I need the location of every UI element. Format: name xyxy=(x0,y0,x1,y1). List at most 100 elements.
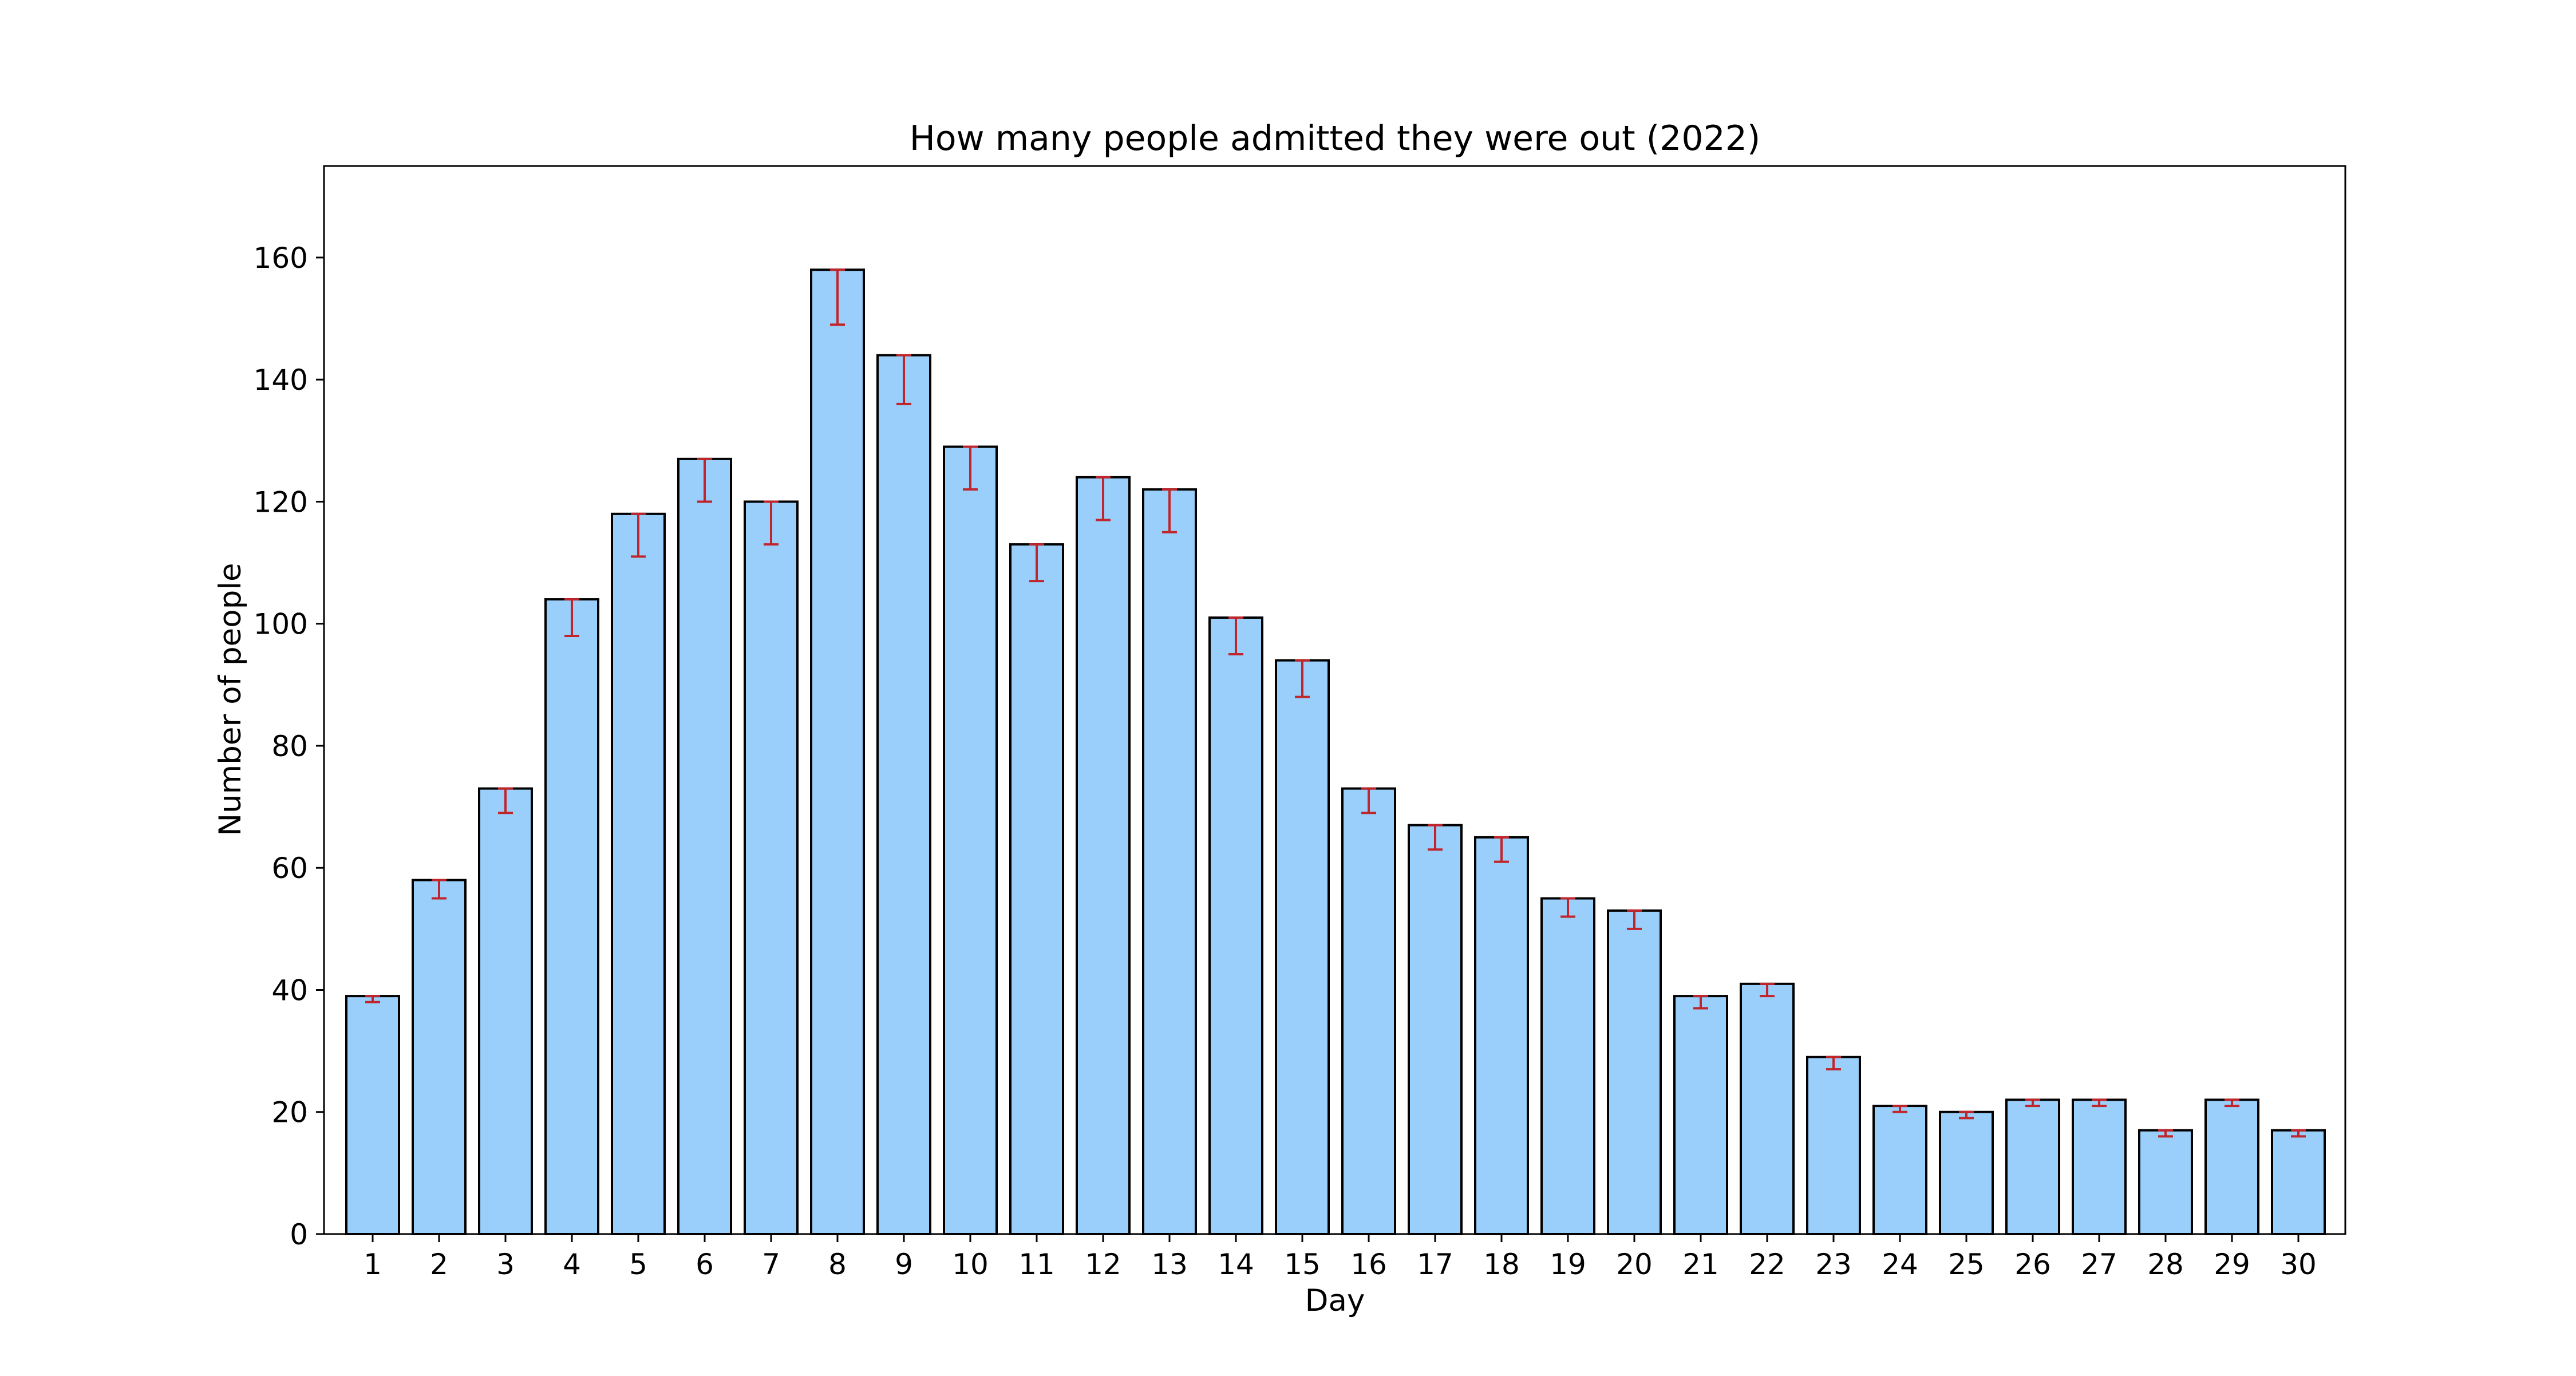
error-bar-day-21 xyxy=(1693,995,1708,1010)
error-bar-day-24 xyxy=(1893,1105,1907,1113)
bar-day-19 xyxy=(1540,897,1595,1235)
error-bar-day-20 xyxy=(1627,909,1642,930)
error-bar-day-6 xyxy=(697,457,712,503)
x-tick-label: 2 xyxy=(430,1248,448,1281)
x-tick-label: 5 xyxy=(629,1248,647,1281)
error-bar-day-18 xyxy=(1494,836,1509,863)
bar-day-10 xyxy=(943,445,998,1235)
error-bar-day-9 xyxy=(896,354,911,405)
x-tick-label: 18 xyxy=(1483,1248,1520,1281)
y-tick-label: 60 xyxy=(271,852,308,885)
error-bar-day-26 xyxy=(2025,1098,2040,1108)
y-tick-label: 80 xyxy=(271,730,308,763)
error-bar-day-5 xyxy=(631,512,646,558)
bar-day-11 xyxy=(1009,543,1064,1235)
x-tick-label: 28 xyxy=(2147,1248,2184,1281)
chart-title: How many people admitted they were out (… xyxy=(910,118,1761,159)
bar-day-5 xyxy=(611,512,666,1235)
error-bar-day-29 xyxy=(2225,1098,2239,1108)
bar-day-27 xyxy=(2072,1098,2127,1235)
bar-day-18 xyxy=(1474,836,1529,1235)
bar-day-25 xyxy=(1939,1110,1994,1235)
y-tick-label: 140 xyxy=(254,363,308,397)
error-bar-day-22 xyxy=(1760,982,1775,998)
error-bar-day-17 xyxy=(1428,824,1443,851)
error-bar-day-25 xyxy=(1959,1110,1974,1120)
bar-day-15 xyxy=(1275,659,1330,1235)
error-bar-day-11 xyxy=(1029,543,1044,583)
bar-day-3 xyxy=(478,787,533,1235)
bar-day-30 xyxy=(2271,1129,2326,1236)
error-bar-day-8 xyxy=(830,268,845,326)
x-tick-label: 26 xyxy=(2014,1248,2051,1281)
bar-day-16 xyxy=(1341,787,1396,1235)
bar-day-24 xyxy=(1872,1105,1927,1235)
x-tick-label: 25 xyxy=(1948,1248,1985,1281)
error-bar-day-16 xyxy=(1361,787,1376,814)
x-tick-label: 22 xyxy=(1749,1248,1785,1281)
x-tick-label: 11 xyxy=(1018,1248,1055,1281)
bar-day-21 xyxy=(1673,995,1728,1235)
x-axis-label: Day xyxy=(1305,1283,1365,1318)
bar-day-14 xyxy=(1208,616,1263,1235)
error-bar-day-19 xyxy=(1560,897,1575,918)
x-tick-label: 27 xyxy=(2081,1248,2117,1281)
y-tick-label: 20 xyxy=(271,1096,308,1129)
y-tick-label: 0 xyxy=(290,1218,308,1251)
error-bar-day-23 xyxy=(1826,1055,1841,1071)
bar-day-12 xyxy=(1076,476,1131,1236)
x-tick-label: 13 xyxy=(1151,1248,1188,1281)
bar-day-1 xyxy=(345,995,400,1235)
bar-day-9 xyxy=(876,354,931,1235)
x-tick-label: 7 xyxy=(762,1248,780,1281)
x-tick-label: 9 xyxy=(895,1248,913,1281)
y-tick-label: 120 xyxy=(254,485,308,519)
bar-day-29 xyxy=(2204,1098,2259,1235)
x-tick-label: 14 xyxy=(1218,1248,1254,1281)
bar-day-13 xyxy=(1142,488,1197,1235)
x-tick-label: 16 xyxy=(1350,1248,1387,1281)
y-tick-label: 100 xyxy=(254,608,308,641)
bar-day-7 xyxy=(744,500,799,1235)
x-tick-label: 12 xyxy=(1085,1248,1121,1281)
plot-frame xyxy=(323,165,2346,1235)
x-tick-label: 3 xyxy=(496,1248,515,1281)
error-bar-day-2 xyxy=(432,879,447,900)
y-tick-label: 40 xyxy=(271,974,308,1007)
bar-day-22 xyxy=(1740,982,1795,1236)
error-bar-day-7 xyxy=(764,500,779,546)
bar-day-17 xyxy=(1408,824,1463,1236)
y-axis-label: Number of people xyxy=(213,563,248,836)
x-tick-label: 30 xyxy=(2280,1248,2317,1281)
error-bar-day-10 xyxy=(963,445,978,491)
bar-day-6 xyxy=(677,457,732,1235)
x-tick-label: 19 xyxy=(1550,1248,1586,1281)
error-bar-day-12 xyxy=(1096,476,1111,521)
x-tick-label: 20 xyxy=(1616,1248,1653,1281)
x-tick-label: 10 xyxy=(952,1248,989,1281)
error-bar-day-13 xyxy=(1162,488,1177,533)
error-bar-day-14 xyxy=(1228,616,1243,656)
x-tick-label: 17 xyxy=(1417,1248,1453,1281)
error-bar-day-15 xyxy=(1295,659,1310,698)
bar-day-28 xyxy=(2138,1129,2193,1236)
error-bar-day-4 xyxy=(564,598,579,638)
bar-day-2 xyxy=(412,879,467,1236)
error-bar-day-27 xyxy=(2092,1098,2107,1108)
x-tick-label: 23 xyxy=(1815,1248,1852,1281)
error-bar-day-1 xyxy=(365,995,380,1003)
x-tick-label: 1 xyxy=(364,1248,382,1281)
bar-day-20 xyxy=(1607,909,1662,1235)
error-bar-day-28 xyxy=(2158,1129,2173,1138)
x-tick-label: 8 xyxy=(828,1248,847,1281)
bar-day-23 xyxy=(1806,1055,1861,1235)
x-tick-label: 15 xyxy=(1284,1248,1321,1281)
bar-day-26 xyxy=(2005,1098,2060,1235)
bar-day-8 xyxy=(810,268,865,1236)
x-tick-label: 4 xyxy=(563,1248,581,1281)
x-tick-label: 6 xyxy=(696,1248,714,1281)
x-tick-label: 29 xyxy=(2214,1248,2250,1281)
